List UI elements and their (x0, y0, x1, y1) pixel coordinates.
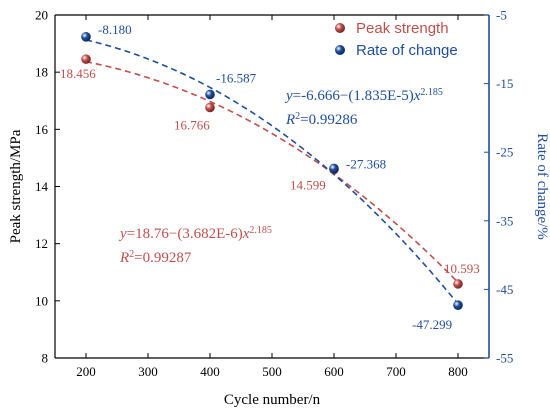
peak-strength-data-label: 10.593 (444, 261, 480, 276)
rate-of-change-data-label: -16.587 (216, 70, 257, 85)
rate-of-change-point (81, 32, 91, 42)
rate-of-change-fit-curve (85, 39, 459, 305)
rate-of-change-data-label: -47.299 (412, 317, 452, 332)
x-axis-title: Cycle number/n (224, 392, 321, 408)
left-y-tick-label: 12 (35, 236, 48, 251)
x-tick-label: 700 (386, 364, 406, 379)
peak-strength-point (453, 279, 463, 289)
rate-of-change-fit-equation: y=-6.666−(1.835E-5)x2.185 (284, 87, 443, 105)
peak-strength-fit-equation: y=18.76−(3.682E-6)x2.185 (118, 225, 272, 243)
rate-of-change-point (453, 300, 463, 310)
peak-strength-data-label: 18.456 (60, 66, 96, 81)
rate-of-change-point (329, 163, 339, 174)
data-labels: 18.456 16.766 14.599 10.593 -8.180 -16.587 -27… (60, 22, 480, 332)
peak-strength-point (81, 54, 91, 64)
left-y-tick-label: 20 (35, 8, 48, 23)
fit-equations: y=18.76−(3.682E-6)x2.185 R2=0.99287 y=-6… (118, 87, 443, 267)
right-y-tick-label: -25 (496, 145, 513, 160)
left-y-tick-label: 18 (35, 65, 48, 80)
left-y-axis-title: Peak strength/MPa (8, 129, 24, 243)
peak-strength-fit-curve (85, 60, 459, 283)
right-y-tick-label: -35 (496, 213, 513, 228)
axes: 200 300 400 500 600 700 800 8 10 12 14 16 18 20 -5 -15 -… (8, 8, 550, 409)
legend: Peak strength Rate of change (335, 20, 458, 59)
left-y-tick-label: 10 (35, 293, 48, 308)
rate-of-change-point (205, 89, 215, 100)
fit-lines (85, 39, 459, 305)
right-y-tick-label: -45 (496, 282, 513, 297)
legend-label-peak-strength: Peak strength (356, 20, 449, 37)
legend-label-rate-of-change: Rate of change (356, 42, 458, 59)
x-tick-label: 400 (200, 364, 220, 379)
x-tick-label: 600 (324, 364, 344, 379)
data-markers (81, 32, 463, 310)
x-tick-label: 200 (76, 364, 96, 379)
left-y-tick-label: 16 (35, 122, 49, 137)
legend-marker-rate-of-change (335, 45, 345, 55)
rate-of-change-data-label: -27.368 (346, 156, 386, 171)
right-y-tick-label: -5 (496, 8, 507, 23)
peak-strength-data-label: 16.766 (174, 117, 210, 132)
left-y-tick-label: 14 (35, 179, 49, 194)
peak-strength-r-squared: R2=0.99287 (119, 249, 192, 267)
peak-strength-data-label: 14.599 (290, 177, 326, 192)
right-y-tick-label: -55 (496, 351, 513, 366)
x-tick-label: 500 (262, 364, 282, 379)
x-tick-label: 800 (448, 364, 468, 379)
rate-of-change-r-squared: R2=0.99286 (285, 111, 358, 129)
peak-strength-point (205, 102, 215, 113)
x-tick-label: 300 (138, 364, 158, 379)
left-y-tick-label: 8 (42, 351, 49, 366)
right-y-axis-title: Rate of change/% (534, 133, 550, 240)
rate-of-change-data-label: -8.180 (98, 22, 132, 37)
legend-marker-peak-strength (335, 23, 345, 33)
right-y-tick-label: -15 (496, 76, 513, 91)
